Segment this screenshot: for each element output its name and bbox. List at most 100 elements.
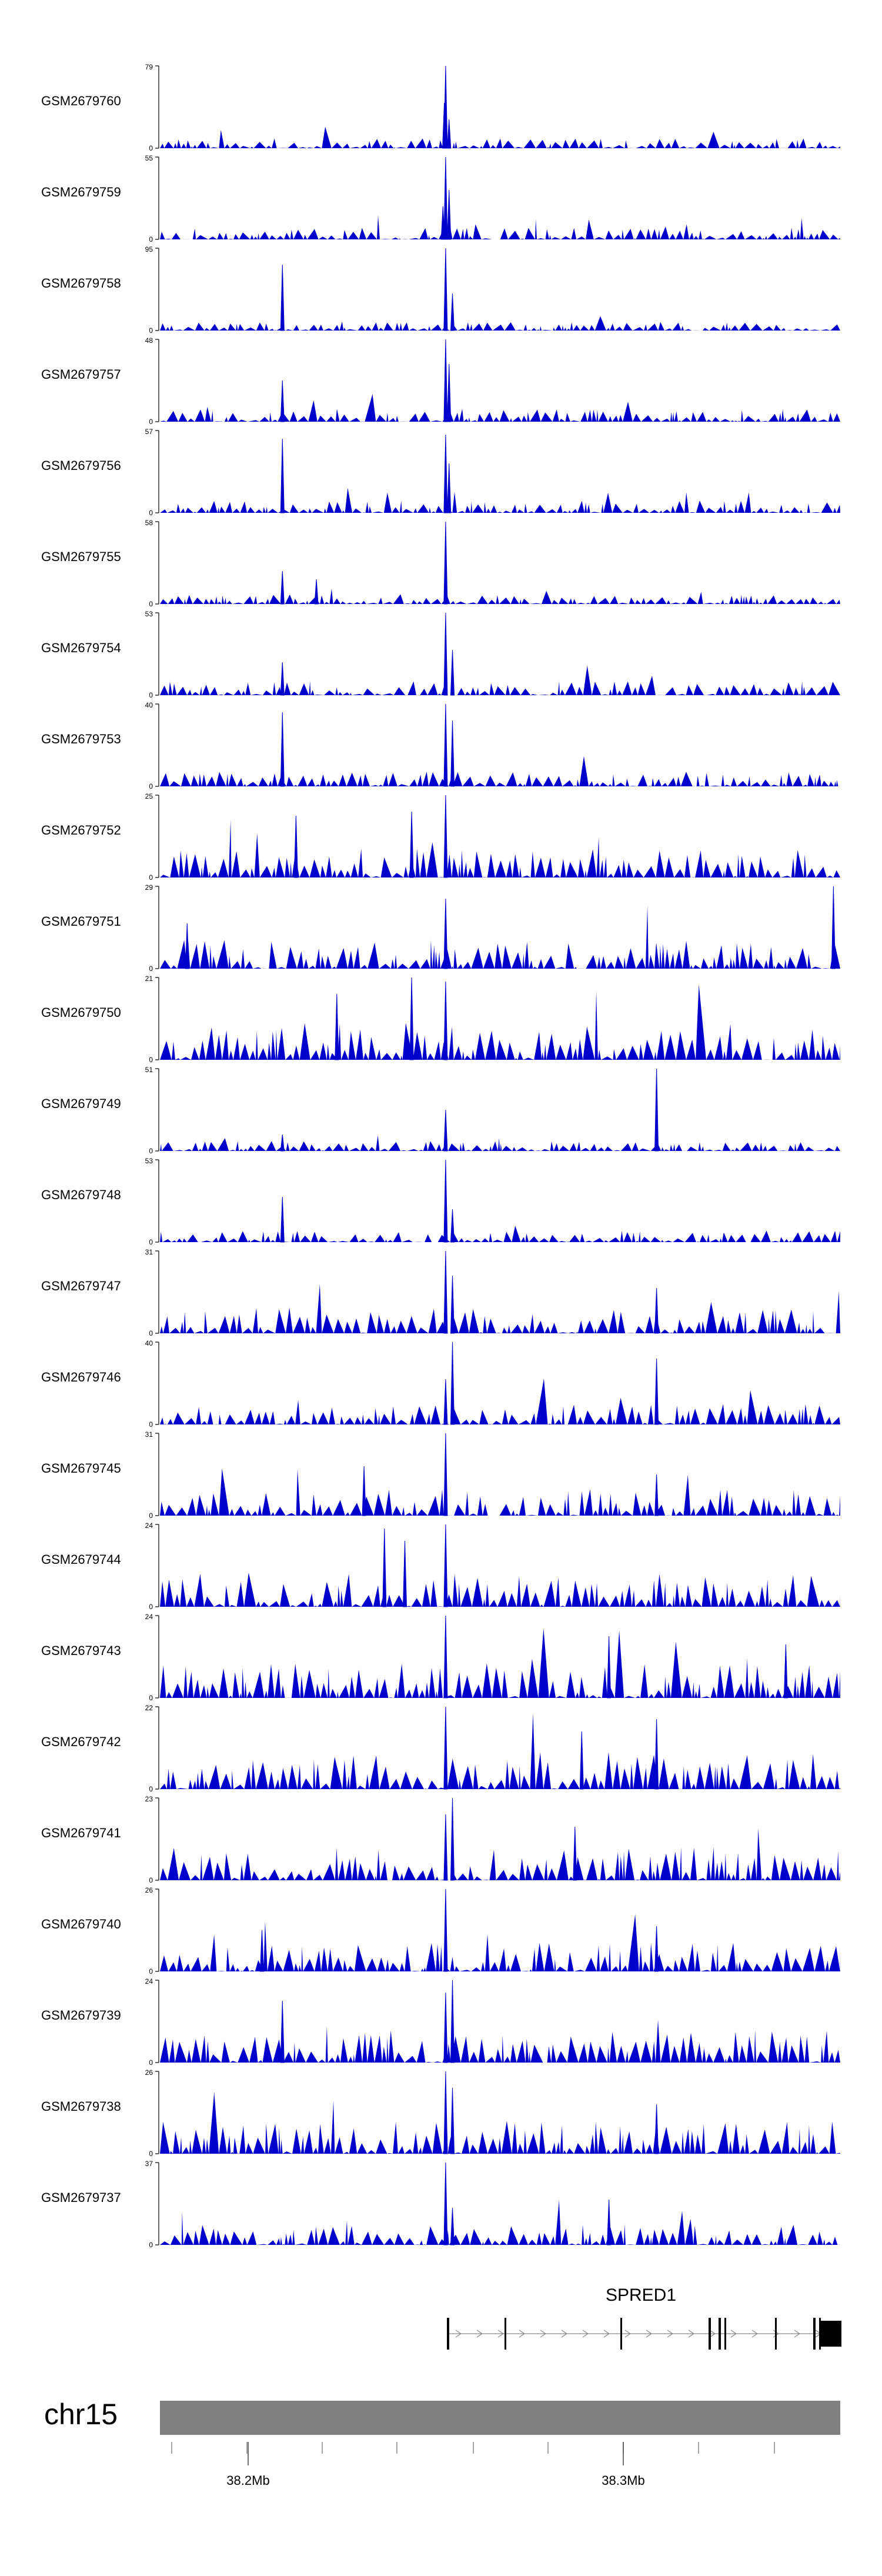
track-GSM2679751: GSM2679751 29 0 [41, 883, 840, 973]
strand-arrow-icon [730, 2330, 737, 2338]
track-label: GSM2679756 [41, 458, 121, 473]
track-label: GSM2679740 [41, 1917, 121, 1931]
gene-exon [724, 2318, 726, 2350]
coverage-peak-1 [280, 712, 285, 787]
axis-tick-label: 38.3Mb [602, 2473, 644, 2488]
strand-arrow-icon [794, 2330, 801, 2338]
track-label: GSM2679737 [41, 2190, 121, 2205]
coverage-peak-1 [443, 1706, 448, 1790]
y-axis-max-label: 29 [145, 883, 153, 892]
coverage-peak-2 [443, 703, 448, 787]
track-label: GSM2679747 [41, 1279, 121, 1293]
coverage-peak-2 [280, 380, 285, 422]
strand-arrow-icon [667, 2330, 674, 2338]
track-label: GSM2679751 [41, 914, 121, 929]
y-axis-max-label: 40 [145, 701, 153, 709]
coverage-peak-3 [335, 993, 339, 1060]
y-axis-max-label: 53 [145, 1157, 153, 1165]
track-label: GSM2679744 [41, 1552, 121, 1567]
coverage-peak-2 [450, 2087, 455, 2154]
coverage-peak-1 [443, 1159, 448, 1243]
coverage-peak-1 [443, 1615, 448, 1699]
y-axis-max-label: 21 [145, 975, 153, 983]
track-label: GSM2679753 [41, 732, 121, 746]
strand-arrow-icon [561, 2330, 568, 2338]
coverage-peak-2 [362, 1466, 366, 1516]
track-GSM2679755: GSM2679755 58 0 [41, 519, 840, 608]
track-label: GSM2679750 [41, 1005, 121, 1020]
coverage-area [160, 1828, 840, 1880]
coverage-peak-3 [579, 1731, 584, 1790]
coverage-area [160, 316, 840, 331]
coverage-peak-3 [450, 293, 455, 331]
track-GSM2679752: GSM2679752 25 0 [41, 792, 840, 882]
track-label: GSM2679748 [41, 1187, 121, 1202]
coverage-area [160, 1573, 840, 1607]
track-label: GSM2679755 [41, 549, 121, 564]
coverage-area [160, 126, 840, 148]
coverage-area [160, 1914, 840, 1971]
coverage-peak-1 [443, 2071, 448, 2154]
strand-arrow-icon [603, 2330, 610, 2338]
coverage-peak-1 [450, 1797, 455, 1881]
coverage-peak-1 [450, 1342, 455, 1425]
y-axis-max-label: 31 [145, 1430, 153, 1439]
track-GSM2679738: GSM2679738 26 0 [41, 2068, 840, 2158]
coverage-peak-1 [443, 521, 448, 605]
coverage-peak-3 [447, 119, 452, 149]
track-GSM2679743: GSM2679743 24 0 [41, 1613, 840, 1702]
track-label: GSM2679759 [41, 185, 121, 199]
track-GSM2679757: GSM2679757 48 0 [41, 336, 840, 426]
y-axis-max-label: 25 [145, 792, 153, 800]
track-GSM2679748: GSM2679748 53 0 [41, 1157, 840, 1246]
strand-arrow-icon [519, 2330, 526, 2338]
y-axis-max-label: 53 [145, 610, 153, 618]
y-axis-max-label: 22 [145, 1704, 153, 1712]
coverage-peak-2 [654, 1287, 659, 1334]
coverage-area [160, 2200, 840, 2245]
gene-exon [775, 2318, 777, 2350]
coverage-peak-1 [450, 1980, 455, 2063]
coverage-peak-2 [654, 1926, 659, 1972]
coverage-peak-2 [654, 1719, 659, 1790]
track-label: GSM2679743 [41, 1643, 121, 1658]
coverage-peak-1 [443, 898, 448, 969]
track-GSM2679758: GSM2679758 95 0 [41, 245, 840, 335]
coverage-area [160, 819, 840, 877]
coverage-peak-2 [280, 662, 285, 696]
coverage-peak-3 [654, 1474, 659, 1516]
coverage-area [160, 1713, 840, 1789]
coverage-area [160, 1135, 840, 1151]
track-GSM2679756: GSM2679756 57 0 [41, 428, 840, 517]
y-axis-min-label: 0 [149, 600, 153, 608]
coverage-peak-1 [443, 339, 448, 422]
track-GSM2679740: GSM2679740 26 0 [41, 1886, 840, 1976]
track-label: GSM2679738 [41, 2099, 121, 2114]
track-GSM2679753: GSM2679753 40 0 [41, 701, 840, 790]
track-GSM2679749: GSM2679749 51 0 [41, 1066, 840, 1155]
y-axis-min-label: 0 [149, 326, 153, 335]
y-axis-max-label: 57 [145, 428, 153, 436]
track-GSM2679759: GSM2679759 55 0 [41, 154, 840, 243]
y-axis-min-label: 0 [149, 1147, 153, 1155]
y-axis-min-label: 0 [149, 418, 153, 426]
y-axis-max-label: 24 [145, 1613, 153, 1621]
strand-arrow-icon [497, 2330, 505, 2338]
strand-arrow-icon [476, 2330, 483, 2338]
coverage-peak-2 [443, 1109, 448, 1152]
y-axis-max-label: 23 [145, 1795, 153, 1803]
coverage-peak-1 [443, 156, 448, 240]
gene-name-label: SPRED1 [606, 2285, 676, 2305]
strand-arrow-icon [646, 2330, 653, 2338]
coverage-peak-1 [443, 2162, 448, 2245]
track-GSM2679739: GSM2679739 24 0 [41, 1977, 840, 2067]
coverage-peak-2 [280, 570, 285, 605]
coverage-peak-1 [443, 1250, 448, 1334]
coverage-peak-1 [443, 248, 448, 331]
track-GSM2679737: GSM2679737 37 0 [41, 2160, 840, 2249]
track-GSM2679754: GSM2679754 53 0 [41, 610, 840, 699]
y-axis-max-label: 51 [145, 1066, 153, 1074]
chromosome-bar [160, 2401, 840, 2435]
gene-exon [505, 2318, 506, 2350]
gene-track: SPRED1 [447, 2285, 841, 2350]
